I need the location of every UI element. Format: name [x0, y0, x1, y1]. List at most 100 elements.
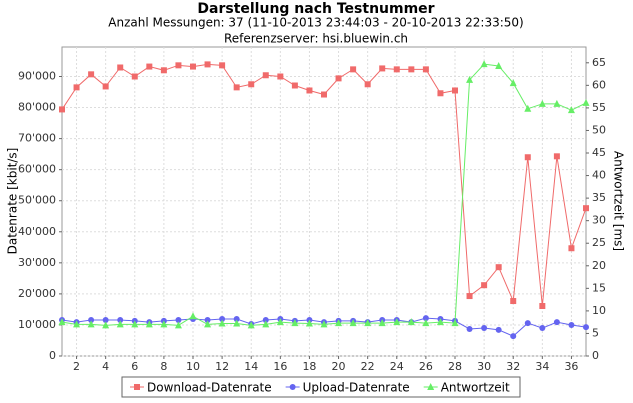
marker — [524, 320, 531, 327]
marker — [320, 320, 328, 328]
marker — [116, 320, 124, 328]
marker — [204, 316, 211, 323]
marker — [321, 91, 327, 98]
marker — [379, 65, 386, 72]
x-tick-label: 30 — [477, 360, 491, 373]
marker — [422, 319, 430, 327]
marker — [131, 320, 139, 328]
x-tick-label: 28 — [448, 360, 462, 373]
y2-tick-label: 55 — [592, 101, 606, 114]
y-tick-label: 10'000 — [18, 318, 56, 331]
marker — [335, 75, 342, 82]
marker — [73, 320, 81, 328]
x-tick-label: 12 — [215, 360, 229, 373]
marker — [117, 316, 124, 323]
marker — [583, 205, 589, 212]
marker — [87, 320, 95, 328]
marker — [134, 384, 140, 390]
legend-label: Antwortzeit — [441, 381, 510, 395]
y-tick-label: 60'000 — [18, 163, 56, 176]
marker — [160, 67, 167, 74]
marker — [276, 318, 284, 326]
y2-tick-label: 30 — [592, 214, 606, 227]
marker — [146, 63, 153, 70]
y-axis-label: Datenrate [kbit/s] — [6, 148, 20, 255]
marker — [175, 316, 182, 323]
x-tick-label: 36 — [564, 360, 578, 373]
marker — [466, 75, 474, 83]
marker — [583, 324, 589, 331]
marker — [436, 318, 444, 326]
marker — [289, 384, 296, 390]
y2-tick-label: 40 — [592, 169, 606, 182]
marker — [509, 79, 517, 87]
marker — [495, 61, 503, 69]
marker — [305, 319, 313, 327]
marker — [539, 325, 546, 332]
x-tick-label: 6 — [131, 360, 138, 373]
y2-tick-label: 10 — [592, 304, 606, 317]
marker — [262, 316, 269, 323]
y2-tick-label: 0 — [592, 349, 599, 362]
y-tick-label: 20'000 — [18, 287, 56, 300]
marker — [350, 66, 357, 73]
marker — [437, 90, 444, 97]
marker — [248, 81, 255, 88]
y-tick-label: 0 — [49, 349, 56, 362]
marker — [160, 320, 168, 328]
marker — [364, 319, 372, 327]
marker — [102, 316, 109, 323]
marker — [219, 62, 226, 69]
marker — [427, 383, 435, 390]
x-tick-label: 24 — [390, 360, 404, 373]
marker — [117, 64, 124, 71]
chart-title: Darstellung nach Testnummer — [197, 1, 434, 17]
marker — [553, 319, 560, 326]
marker — [393, 318, 401, 326]
y2-tick-label: 60 — [592, 78, 606, 91]
marker — [174, 321, 182, 329]
marker — [73, 84, 80, 91]
y2-tick-label: 5 — [592, 326, 599, 339]
marker — [247, 321, 255, 329]
marker — [189, 312, 197, 320]
legend-label: Download-Datenrate — [147, 381, 272, 395]
marker — [349, 319, 357, 327]
marker — [364, 81, 371, 88]
marker — [524, 104, 532, 112]
x-tick-label: 10 — [186, 360, 200, 373]
marker — [408, 66, 415, 73]
marker — [102, 83, 109, 90]
y-tick-label: 30'000 — [18, 256, 56, 269]
x-tick-label: 8 — [160, 360, 167, 373]
marker — [102, 321, 110, 329]
marker — [567, 106, 575, 114]
marker — [452, 87, 458, 94]
legend-label: Upload-Datenrate — [303, 381, 410, 395]
marker — [58, 318, 66, 326]
marker — [277, 73, 284, 80]
marker — [495, 264, 502, 271]
y-tick-label: 80'000 — [18, 101, 56, 114]
x-tick-label: 4 — [102, 360, 109, 373]
marker — [568, 245, 575, 252]
x-tick-label: 20 — [332, 360, 346, 373]
chart-subtitle: Referenzserver: hsi.bluewin.ch — [224, 32, 408, 46]
marker — [422, 315, 429, 322]
x-tick-label: 22 — [361, 360, 375, 373]
legend — [121, 376, 521, 398]
marker — [451, 319, 459, 327]
marker — [218, 319, 226, 327]
y2-tick-label: 50 — [592, 123, 606, 136]
x-tick-label: 26 — [419, 360, 433, 373]
marker — [335, 319, 343, 327]
marker — [524, 154, 531, 161]
x-tick-label: 16 — [273, 360, 287, 373]
x-tick-label: 2 — [73, 360, 80, 373]
x-tick-label: 14 — [244, 360, 258, 373]
y2-tick-label: 65 — [592, 56, 606, 69]
marker — [233, 84, 240, 91]
x-tick-label: 18 — [302, 360, 316, 373]
marker — [480, 60, 488, 68]
